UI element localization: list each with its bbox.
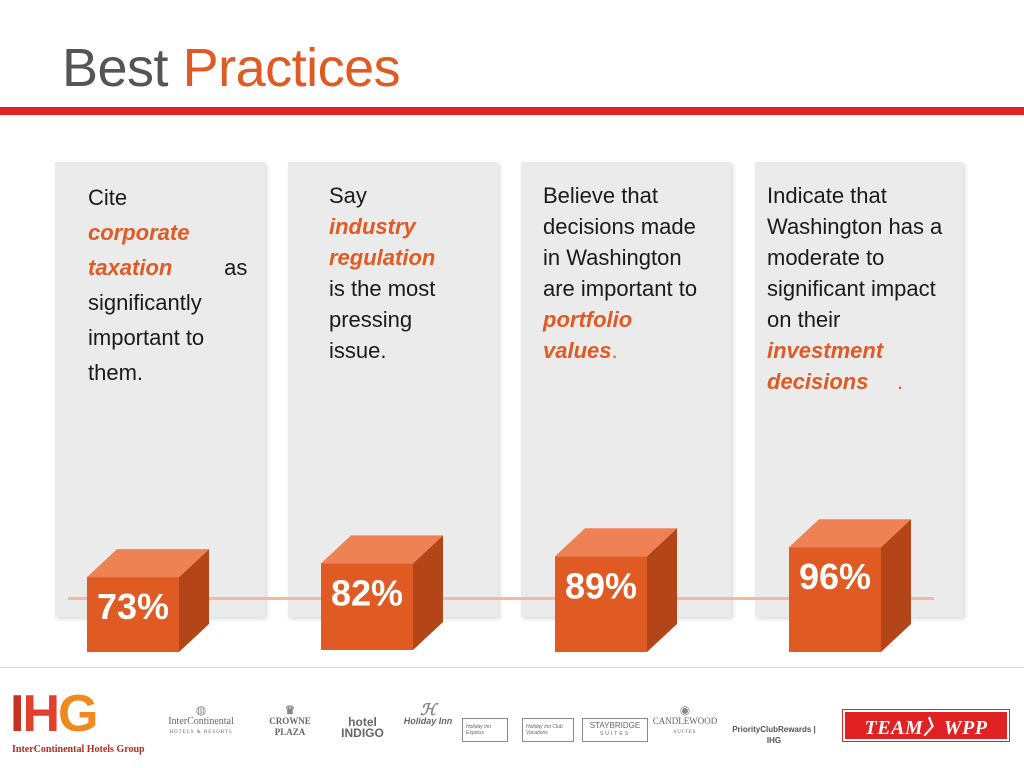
panel-4-emphasis: investment decisions xyxy=(767,338,884,394)
bar-1-top xyxy=(87,549,209,578)
ihg-tagline: InterContinental Hotels Group xyxy=(12,744,145,755)
panel-2-emphasis: industry regulation xyxy=(329,214,436,270)
bar-4-side xyxy=(881,519,911,652)
bar-4-front xyxy=(789,547,881,652)
panel-1-emphasis: corporate taxation xyxy=(88,220,190,280)
bar-2-front xyxy=(321,563,413,650)
bar-2-top xyxy=(321,535,443,564)
page-title: Best Practices xyxy=(62,38,401,98)
bar-4: 96% xyxy=(789,519,911,652)
candlewood-icon: ◉ xyxy=(679,703,691,717)
bar-3: 89% xyxy=(555,528,677,652)
candlewood-logo: ◉ CANDLEWOOD SUITES xyxy=(652,703,718,735)
staybridge-logo: STAYBRIDGE SUITES xyxy=(582,718,648,742)
bar-1-label: 73% xyxy=(97,586,169,627)
panel-3-emphasis: portfolio values xyxy=(543,307,633,363)
bar-3-top xyxy=(555,528,677,557)
bar-3-label: 89% xyxy=(565,565,637,606)
panel-1 xyxy=(55,162,265,617)
hotel-indigo-logo: hotel INDIGO xyxy=(341,715,384,740)
holiday-inn-club-logo: Holiday Inn Club Vacations xyxy=(522,718,574,742)
panel-4-text: Indicate that Washington has a moderate … xyxy=(767,180,957,397)
bar-3-side xyxy=(647,528,677,652)
panel-1-text: Cite corporate taxation as significantly… xyxy=(88,185,248,385)
bar-1: 73% xyxy=(87,549,209,652)
holiday-inn-icon: ℋ xyxy=(420,702,436,719)
bar-2: 82% xyxy=(321,535,443,650)
bar-4-top xyxy=(789,519,911,548)
bar-2-label: 82% xyxy=(331,572,403,613)
chart-baseline xyxy=(68,597,934,600)
bar-4-label: 96% xyxy=(799,556,871,597)
crowne-plaza-logo: ♛ CROWNE PLAZA xyxy=(256,703,324,738)
panel-3-text: Believe that decisions made in Washingto… xyxy=(543,183,698,363)
title-divider xyxy=(0,107,1024,115)
bar-2-side xyxy=(413,535,443,650)
priority-club-logo: PriorityClubRewards | IHG xyxy=(732,725,816,745)
bar-3-front xyxy=(555,556,647,652)
intercontinental-icon: ◍ xyxy=(195,703,207,717)
bar-1-side xyxy=(179,549,209,652)
panel-2-text: Say industry regulation is the most pres… xyxy=(329,180,464,366)
team-wpp-logo: TEAM〉WPP xyxy=(843,710,1009,741)
bar-1-front xyxy=(87,577,179,652)
ihg-logo: IHG xyxy=(10,685,98,743)
holiday-inn-logo: ℋ Holiday Inn xyxy=(403,702,453,727)
crowne-plaza-icon: ♛ xyxy=(284,703,296,717)
title-word-2: Practices xyxy=(182,38,401,98)
footer-divider xyxy=(0,667,1024,668)
intercontinental-logo: ◍ InterContinental HOTELS & RESORTS xyxy=(156,703,246,738)
holiday-inn-express-logo: Holiday Inn Express xyxy=(462,718,508,742)
title-word-1: Best xyxy=(62,38,169,98)
